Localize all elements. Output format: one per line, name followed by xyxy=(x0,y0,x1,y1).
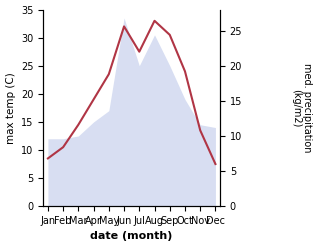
X-axis label: date (month): date (month) xyxy=(91,231,173,242)
Y-axis label: med. precipitation
(kg/m2): med. precipitation (kg/m2) xyxy=(291,63,313,153)
Y-axis label: max temp (C): max temp (C) xyxy=(5,72,16,144)
